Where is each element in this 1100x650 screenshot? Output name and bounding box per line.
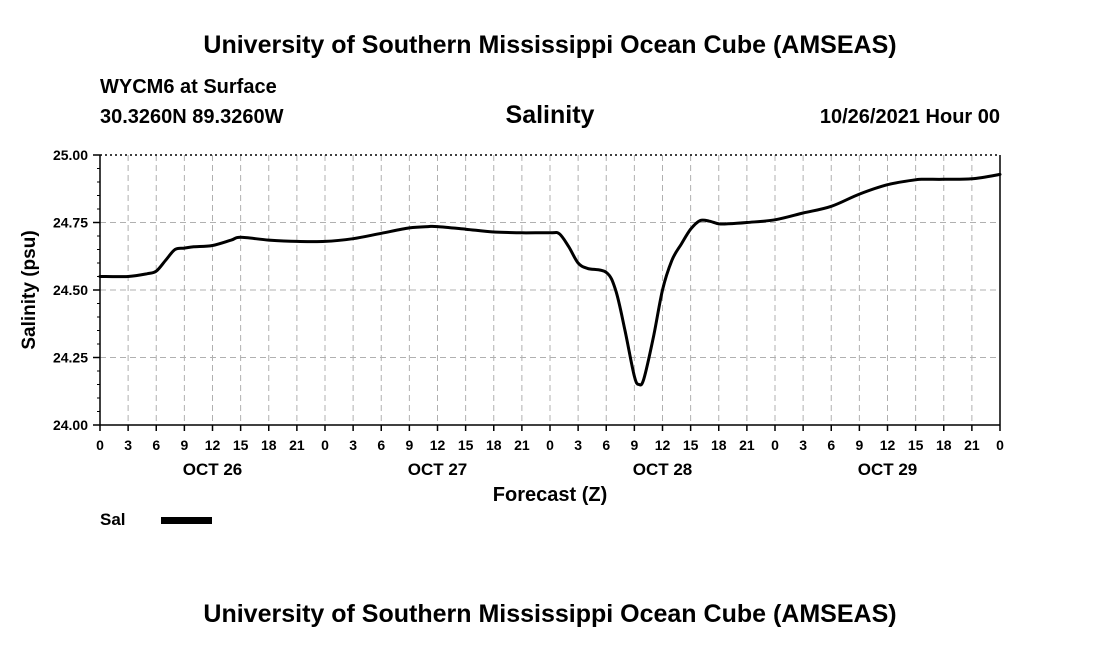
y-tick-label: 24.75 <box>53 215 88 231</box>
datetime-label: 10/26/2021 Hour 00 <box>819 106 1000 128</box>
x-tick-label: 6 <box>602 437 610 453</box>
y-tick-label: 24.00 <box>53 417 88 433</box>
coordinates-label: 30.3260N 89.3260W <box>100 106 284 128</box>
x-tick-label: 9 <box>405 437 413 453</box>
x-tick-label: 12 <box>205 437 221 453</box>
day-label: OCT 26 <box>183 460 243 479</box>
x-tick-label: 6 <box>377 437 385 453</box>
x-tick-label: 3 <box>349 437 357 453</box>
series-line-sal <box>98 172 1002 387</box>
x-tick-label: 15 <box>458 437 474 453</box>
x-tick-label: 21 <box>739 437 755 453</box>
x-tick-label: 12 <box>655 437 671 453</box>
x-tick-label: 0 <box>96 437 104 453</box>
x-tick-label: 0 <box>771 437 779 453</box>
x-tick-label: 3 <box>799 437 807 453</box>
x-tick-label: 9 <box>855 437 863 453</box>
chart-title: Salinity <box>505 101 595 129</box>
x-tick-label: 9 <box>180 437 188 453</box>
x-axis-title: Forecast (Z) <box>493 484 607 506</box>
x-tick-label: 18 <box>261 437 277 453</box>
x-tick-label: 15 <box>233 437 249 453</box>
bottom-title: University of Southern Mississippi Ocean… <box>203 600 897 628</box>
y-tick-label: 24.25 <box>53 350 88 366</box>
x-tick-label: 6 <box>827 437 835 453</box>
x-tick-label: 15 <box>683 437 699 453</box>
x-tick-label: 3 <box>124 437 132 453</box>
y-axis-title: Salinity (psu) <box>19 230 40 349</box>
x-tick-label: 18 <box>711 437 727 453</box>
legend-label: Sal <box>100 510 126 529</box>
x-tick-label: 21 <box>964 437 980 453</box>
x-tick-label: 6 <box>152 437 160 453</box>
x-tick-label: 18 <box>486 437 502 453</box>
x-tick-label: 15 <box>908 437 924 453</box>
legend-line-swatch <box>161 517 212 524</box>
x-tick-label: 0 <box>996 437 1004 453</box>
x-tick-label: 12 <box>880 437 896 453</box>
x-tick-label: 12 <box>430 437 446 453</box>
day-label: OCT 27 <box>408 460 468 479</box>
y-tick-label: 24.50 <box>53 282 88 298</box>
x-tick-label: 9 <box>630 437 638 453</box>
x-tick-label: 21 <box>289 437 305 453</box>
top-title: University of Southern Mississippi Ocean… <box>203 31 897 59</box>
station-label: WYCM6 at Surface <box>100 76 277 98</box>
x-tick-label: 18 <box>936 437 952 453</box>
x-tick-label: 0 <box>546 437 554 453</box>
day-label: OCT 29 <box>858 460 918 479</box>
x-tick-label: 21 <box>514 437 530 453</box>
day-label: OCT 28 <box>633 460 693 479</box>
x-tick-label: 3 <box>574 437 582 453</box>
y-tick-label: 25.00 <box>53 147 88 163</box>
x-tick-label: 0 <box>321 437 329 453</box>
